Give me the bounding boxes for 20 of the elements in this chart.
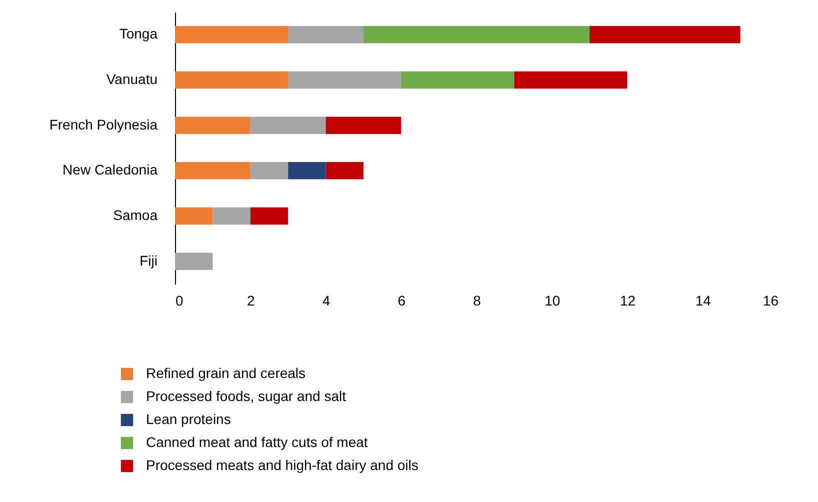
y-tick-label: New Caledonia (62, 162, 158, 178)
x-tick-label: 6 (398, 292, 406, 308)
legend-label: Processed foods, sugar and salt (146, 388, 346, 404)
y-tick-label: French Polynesia (49, 116, 158, 132)
x-tick-label: 14 (695, 292, 712, 308)
legend-label: Processed meats and high-fat dairy and oils (146, 457, 418, 473)
y-tick-label: Tonga (119, 26, 158, 42)
y-tick-label: Fiji (140, 252, 158, 268)
x-tick-label: 16 (762, 292, 779, 308)
x-tick-label: 4 (322, 292, 330, 308)
legend-label: Refined grain and cereals (146, 365, 306, 381)
y-tick-label: Vanuatu (106, 71, 158, 87)
x-tick-label: 0 (176, 292, 184, 308)
x-tick-label: 12 (620, 292, 636, 308)
y-tick-label: Samoa (113, 207, 158, 223)
x-tick-label: 10 (544, 292, 560, 308)
legend-label: Lean proteins (146, 411, 231, 427)
legend-label: Canned meat and fatty cuts of meat (146, 434, 368, 450)
x-tick-label: 2 (246, 292, 255, 308)
x-tick-label: 8 (473, 292, 482, 308)
